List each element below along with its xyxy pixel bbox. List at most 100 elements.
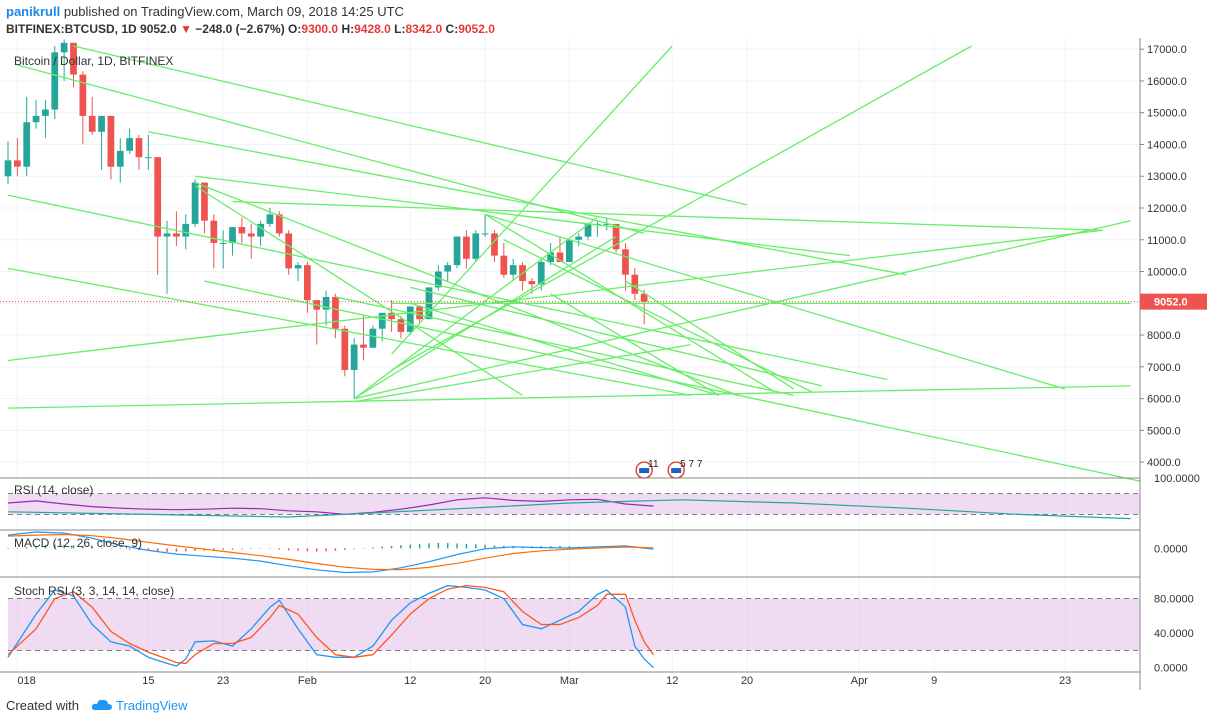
macd-y-tick-label: 0.0000 (1154, 543, 1188, 555)
us-flag-icon (639, 468, 650, 474)
macd-histogram-bar (259, 548, 262, 549)
trendline[interactable] (354, 220, 1131, 400)
macd-histogram-bar (484, 544, 486, 549)
macd-histogram-bar (344, 548, 346, 551)
macd-histogram-bar (100, 547, 103, 549)
last-price-tag-label: 9052.0 (1154, 297, 1188, 309)
candle (154, 157, 162, 237)
tradingview-brand-link[interactable]: TradingView (116, 698, 188, 713)
trendline[interactable] (7, 267, 692, 397)
chart-background (0, 38, 1207, 690)
stoch-rsi-band (8, 598, 1140, 651)
candle (622, 249, 629, 275)
author-link[interactable]: panikrull (6, 4, 61, 19)
macd-histogram-bar (287, 548, 290, 551)
macd-histogram-bar (297, 548, 299, 551)
event-marker-577: 5 7 7 (680, 459, 703, 470)
trendline[interactable] (625, 280, 795, 390)
published-text: published on TradingView.com, March 09, … (63, 4, 404, 19)
low-value: 8342.0 (405, 22, 443, 36)
macd-histogram-bar (475, 544, 477, 549)
candle (60, 42, 68, 53)
price-chart-title: Bitcoin / Dollar, 1D, BITFINEX (14, 54, 173, 68)
macd-histogram-bar (166, 548, 168, 552)
trendline[interactable] (550, 293, 720, 396)
trendline[interactable] (73, 45, 748, 206)
trendline[interactable] (391, 45, 972, 371)
candle (378, 312, 386, 329)
candle (51, 52, 59, 110)
trendline[interactable] (194, 185, 523, 396)
macd-histogram-bar (231, 548, 234, 550)
macd-histogram-bar (185, 548, 187, 552)
macd-histogram-bar (428, 543, 430, 549)
x-tick-label: 9 (931, 675, 937, 687)
macd-histogram-bar (409, 544, 412, 549)
trendline[interactable] (335, 296, 794, 397)
candle (191, 182, 199, 224)
x-tick-label: Mar (560, 675, 579, 687)
y-tick-label: 7000.0 (1147, 362, 1181, 374)
symbol-info: BITFINEX:BTCUSD, 1D 9052.0 ▼ −248.0 (−2.… (6, 22, 495, 36)
x-tick-label: 018 (17, 675, 35, 687)
candle (23, 122, 31, 167)
candle (584, 223, 592, 237)
trendline[interactable] (148, 131, 907, 276)
trendline[interactable] (503, 239, 813, 393)
candle (491, 233, 498, 256)
candle (88, 115, 96, 132)
candle (144, 157, 152, 159)
candle (98, 115, 105, 132)
publish-info: panikrull published on TradingView.com, … (6, 4, 404, 19)
y-tick-label: 14000.0 (1147, 139, 1187, 151)
macd-histogram-bar (147, 548, 150, 551)
candle (13, 160, 21, 167)
macd-histogram-bar (278, 548, 281, 550)
candle (612, 223, 620, 250)
x-tick-label: 20 (479, 675, 491, 687)
trendline[interactable] (7, 194, 888, 381)
macd-histogram-bar (213, 548, 215, 551)
x-tick-label: 23 (217, 675, 229, 687)
trendline[interactable] (194, 181, 738, 397)
tradingview-cloud-icon (91, 699, 112, 710)
candle (135, 138, 143, 158)
macd-histogram-bar (306, 548, 309, 552)
stoch-rsi-y-tick-label: 40.0000 (1154, 628, 1194, 640)
stoch-k-line (7, 584, 654, 669)
candle (266, 214, 274, 224)
trendline[interactable] (7, 229, 1103, 362)
macd-histogram-bar (446, 543, 449, 549)
macd-histogram-bar (25, 547, 28, 549)
chart-canvas[interactable]: 11 5 7 7 17000.0 16000.0 15000.0 14000.0 13000… (0, 38, 1207, 690)
candle (463, 236, 470, 259)
trendline[interactable] (354, 343, 692, 403)
trendline[interactable] (7, 385, 1131, 409)
candle (556, 252, 564, 262)
macd-histogram-bar (156, 548, 159, 552)
stoch-d-line (7, 584, 655, 665)
macd-histogram-bar (7, 548, 9, 549)
open-value: 9300.0 (301, 22, 339, 36)
macd-histogram-bar (465, 543, 468, 549)
macd-histogram-bar (437, 542, 440, 549)
candle (472, 233, 480, 259)
x-tick-label: Feb (298, 675, 317, 687)
macd-histogram-bar (194, 548, 196, 551)
stoch-rsi-title: Stoch RSI (3, 3, 14, 14, close) (14, 584, 174, 598)
candle (350, 344, 358, 370)
candle (304, 265, 311, 301)
candle (434, 271, 442, 288)
candle (219, 242, 227, 244)
y-tick-label: 8000.0 (1147, 330, 1181, 342)
macd-histogram-bar (175, 548, 178, 552)
macd-histogram-bar (269, 548, 271, 549)
candle (444, 265, 452, 272)
macd-histogram-bar (63, 544, 65, 549)
event-marker-11: 11 (648, 459, 659, 470)
candle (182, 223, 190, 237)
trendline[interactable] (195, 175, 851, 257)
y-tick-label: 6000.0 (1147, 394, 1181, 406)
macd-histogram-bar (250, 548, 252, 550)
price-change: −248.0 (−2.67%) (195, 22, 285, 36)
